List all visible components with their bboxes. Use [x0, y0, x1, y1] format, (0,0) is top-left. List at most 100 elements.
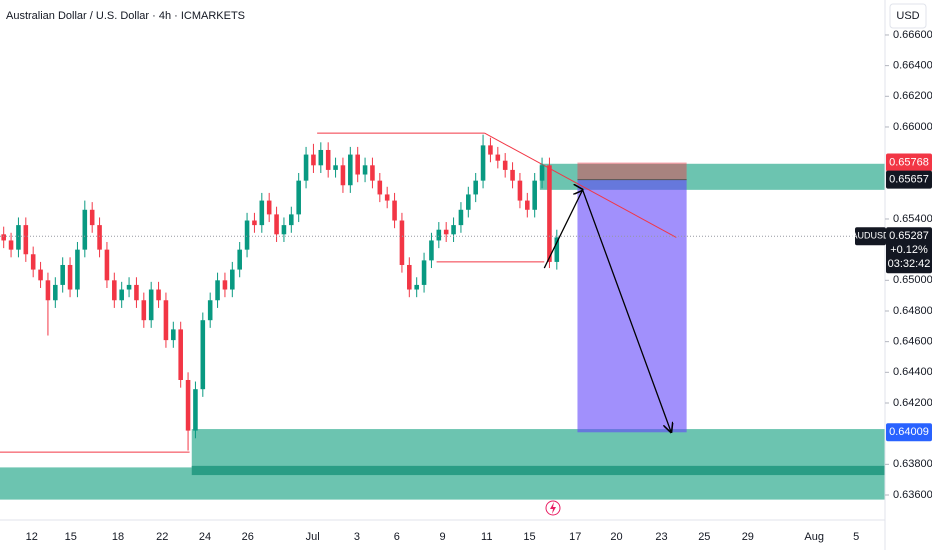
y-tick-label: 0.64200	[893, 397, 932, 409]
currency-button[interactable]	[889, 3, 927, 29]
candle-body	[458, 209, 464, 226]
candle-body	[399, 220, 405, 265]
candle-body	[185, 379, 191, 431]
candle-body	[259, 200, 265, 226]
candle-body	[134, 284, 139, 301]
price-label-box	[886, 423, 932, 442]
candle-body	[421, 260, 427, 285]
candle-body	[112, 280, 117, 301]
x-tick-label: 12	[26, 531, 38, 543]
candle-body	[281, 225, 287, 235]
zone	[191, 429, 885, 468]
candle-body	[348, 154, 353, 186]
price-label: 0.65768	[889, 156, 929, 168]
candle-body	[384, 194, 390, 201]
candle-body	[67, 264, 73, 290]
price-label: 0.65657	[889, 173, 929, 185]
x-tick-label: 11	[481, 531, 492, 543]
candle-body	[126, 284, 132, 290]
replay-icon[interactable]	[545, 500, 561, 516]
candle-body	[60, 264, 65, 285]
candle-body	[89, 209, 95, 226]
candle-body	[237, 249, 242, 270]
candle-body	[193, 389, 198, 431]
candle-body	[325, 149, 331, 170]
candle-body	[392, 200, 397, 221]
price-axis	[885, 0, 932, 550]
candle-body	[407, 264, 412, 290]
candle-body	[340, 165, 346, 186]
y-tick-label: 0.65000	[893, 274, 932, 286]
last-price-box	[886, 227, 932, 274]
candle-body	[222, 280, 228, 290]
candle-body	[30, 254, 36, 270]
x-tick-label: 25	[698, 531, 710, 543]
candle-body	[547, 165, 552, 262]
candle-body	[377, 180, 383, 195]
candle-body	[45, 280, 51, 301]
candle-body	[252, 220, 257, 226]
price-label-box	[886, 153, 932, 172]
y-tick-label: 0.66400	[893, 60, 932, 72]
candle-body	[473, 180, 478, 195]
candle-body	[215, 280, 220, 301]
candle-body	[1, 234, 6, 241]
x-tick-label: 22	[156, 531, 168, 543]
y-tick-label: 0.64800	[893, 305, 932, 317]
target-area	[577, 179, 687, 433]
y-tick-label: 0.64600	[893, 336, 932, 348]
y-tick-label: 0.66000	[893, 121, 932, 133]
candle-body	[53, 284, 58, 301]
candle-body	[97, 225, 102, 250]
candle-body	[311, 154, 316, 166]
y-tick-label: 0.66600	[893, 29, 932, 41]
candle-body	[16, 225, 21, 250]
candle-body	[333, 165, 338, 170]
candle-body	[207, 300, 213, 321]
candle-body	[244, 220, 250, 250]
candle-body	[38, 269, 43, 281]
countdown-label: 03:32:42	[888, 258, 931, 270]
plot-area	[0, 132, 885, 500]
candle-body	[156, 289, 161, 301]
candle-body	[148, 289, 154, 321]
y-tick-label: 0.64400	[893, 366, 932, 378]
x-tick-label: 24	[199, 531, 211, 543]
candle-body	[495, 154, 501, 161]
candle-body	[443, 229, 449, 235]
candle-body	[362, 165, 368, 175]
symbol-label: AUDUSD	[851, 231, 890, 241]
candle-body	[82, 209, 88, 250]
candle-body	[230, 269, 235, 290]
candle-body	[510, 169, 515, 181]
x-tick-label: 5	[853, 531, 859, 543]
x-tick-label: 26	[242, 531, 254, 543]
x-tick-label: 6	[394, 531, 400, 543]
x-tick-label: 15	[65, 531, 77, 543]
price-label-box	[886, 170, 932, 189]
stop-area	[577, 162, 687, 180]
last-price-label: 0.65287	[889, 230, 929, 242]
price-label: 0.64009	[889, 426, 929, 438]
candle-body	[104, 249, 110, 281]
symbol-box	[855, 227, 886, 246]
candle-body	[8, 240, 14, 250]
candle-body	[480, 145, 486, 181]
candle-body	[274, 214, 279, 235]
candle-body	[539, 165, 545, 181]
candle-body	[318, 149, 324, 166]
x-tick-label: 18	[112, 531, 124, 543]
candle-body	[517, 180, 523, 201]
candle-body	[266, 200, 272, 215]
candle-body	[23, 225, 29, 255]
y-tick-label: 0.66200	[893, 90, 932, 102]
candle-body	[119, 289, 124, 301]
candle-body	[171, 329, 176, 341]
x-tick-label: 17	[569, 531, 581, 543]
x-tick-label: 9	[439, 531, 445, 543]
x-tick-label: 29	[742, 531, 754, 543]
time-axis	[0, 520, 885, 550]
candle-body	[75, 249, 80, 290]
y-tick-label: 0.63800	[893, 458, 932, 470]
